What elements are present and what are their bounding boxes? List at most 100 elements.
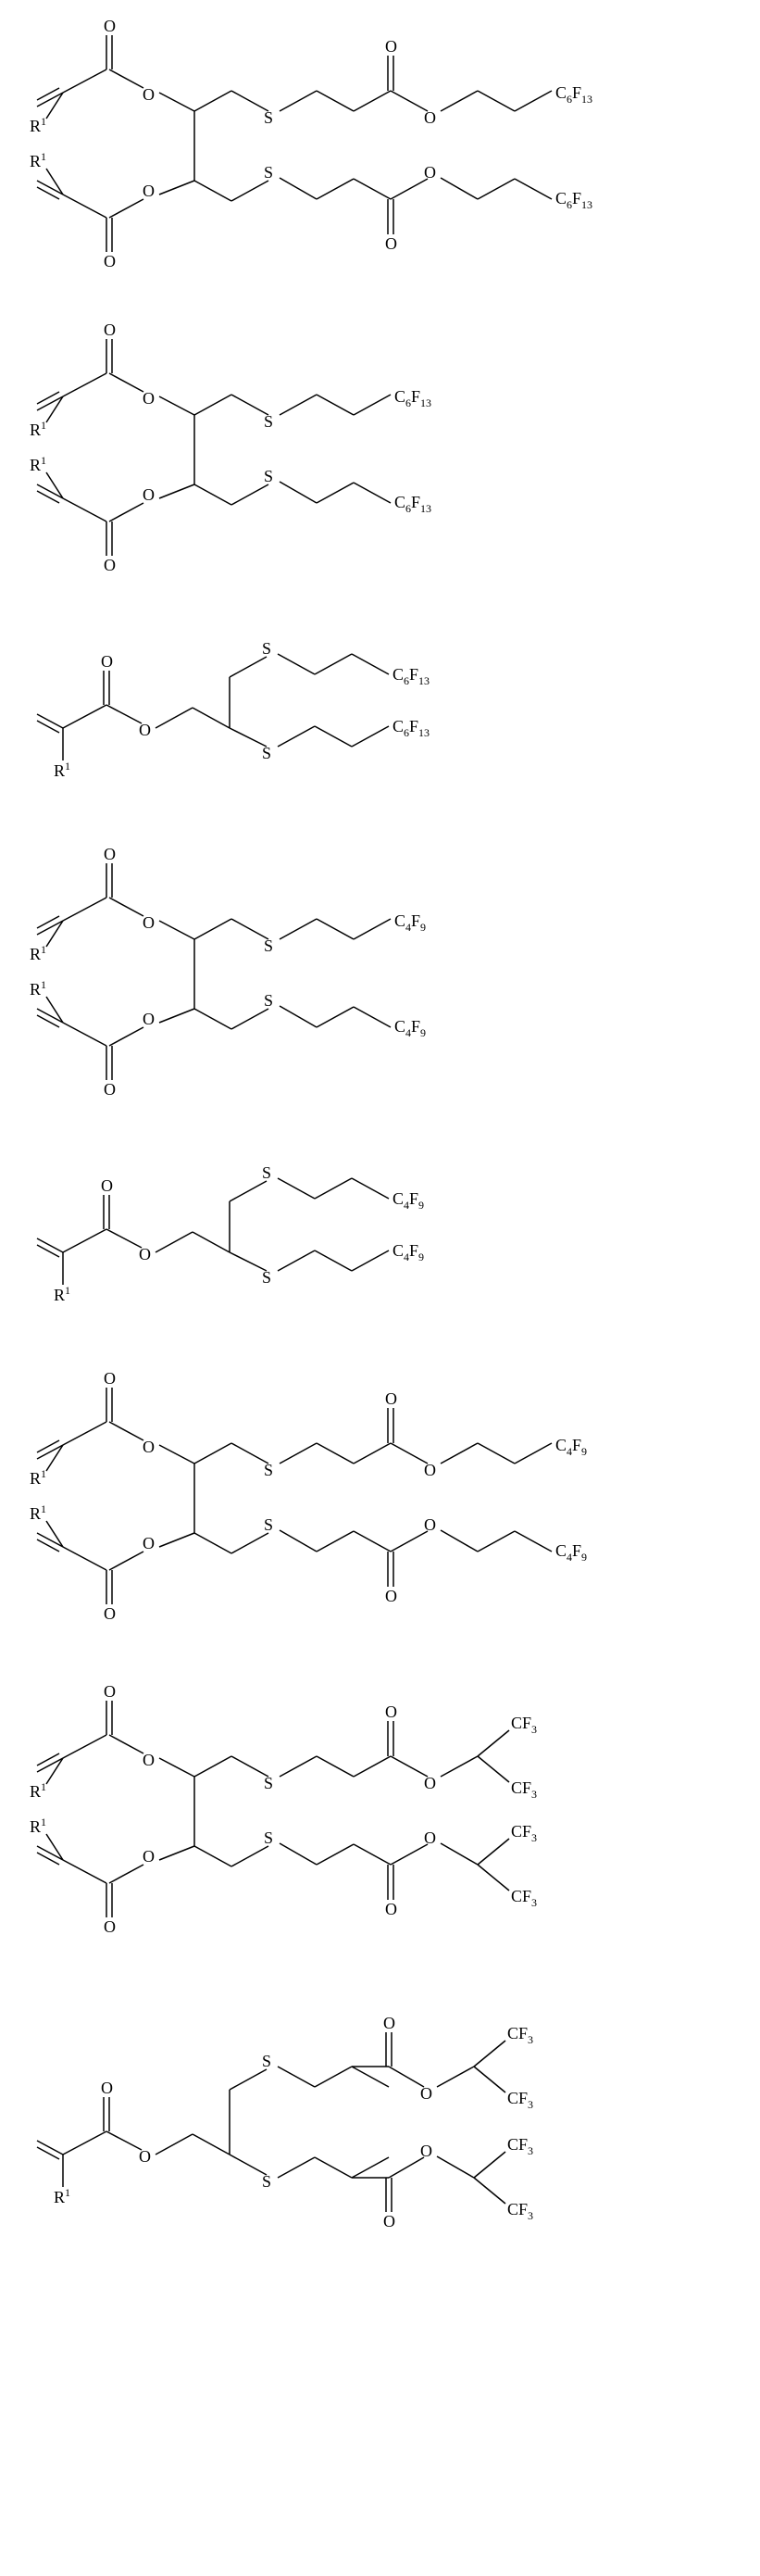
top-acrylate: O O R1 [30,19,194,135]
svg-text:S: S [264,1461,273,1479]
svg-text:O: O [385,1587,397,1605]
svg-text:CF3: CF3 [511,1778,537,1801]
svg-text:S: S [264,991,273,1010]
svg-text:S: S [264,412,273,431]
svg-text:S: S [264,1828,273,1847]
svg-text:C4F9: C4F9 [394,1017,426,1039]
svg-text:O: O [383,2014,395,2032]
svg-text:R1: R1 [54,2186,70,2206]
svg-text:S: S [262,744,271,762]
structure-4-svg: O O R1 S C4F9 O O R1 S C4F9 [19,847,537,1106]
svg-text:R1: R1 [30,454,46,474]
svg-text:O: O [143,1010,155,1028]
r1-label: R1 [30,150,46,170]
atom-O: O [104,252,116,270]
structures-container: O O R1 S O O C6F13 O O R1 S [0,19,760,2238]
structure-5-svg: O O R1 S C4F9 S C4F9 [19,1150,500,1326]
svg-text:O: O [104,1604,116,1623]
svg-text:O: O [139,1245,151,1263]
svg-text:C4F9: C4F9 [555,1541,587,1564]
svg-text:R1: R1 [30,419,46,439]
svg-text:O: O [101,652,113,671]
svg-text:O: O [101,1176,113,1195]
svg-text:C4F9: C4F9 [392,1189,424,1212]
svg-text:R1: R1 [30,1467,46,1488]
structure-7: O O R1 S O O CF3 CF3 O O R1 S O O [19,1675,667,1953]
structure-5: O O R1 S C4F9 S C4F9 [19,1150,500,1326]
svg-text:R1: R1 [30,943,46,963]
svg-text:O: O [143,1751,155,1769]
svg-text:O: O [143,1438,155,1456]
svg-text:S: S [264,936,273,955]
svg-text:O: O [104,847,116,863]
svg-text:S: S [262,1268,271,1287]
svg-text:CF3: CF3 [507,2200,533,2222]
svg-text:O: O [424,1828,436,1847]
svg-text:R1: R1 [54,1284,70,1304]
svg-text:CF3: CF3 [507,2135,533,2157]
svg-text:S: S [264,1774,273,1792]
svg-text:R1: R1 [30,1780,46,1801]
svg-text:S: S [264,467,273,485]
atom-O: O [385,234,397,253]
structure-1: O O R1 S O O C6F13 O O R1 S [19,19,722,278]
structure-3-svg: O O R1 S C6F13 S C6F13 [19,626,500,802]
atom-O: O [424,163,436,182]
atom-O: O [385,37,397,56]
svg-text:C6F13: C6F13 [392,717,430,739]
atom-O: O [104,19,116,35]
svg-text:O: O [424,1461,436,1479]
svg-text:R1: R1 [30,978,46,999]
svg-text:CF3: CF3 [511,1714,537,1736]
structure-3: O O R1 S C6F13 S C6F13 [19,626,500,802]
r1-label: R1 [30,115,46,135]
svg-text:O: O [385,1900,397,1918]
svg-text:S: S [262,2172,271,2191]
bottom-acrylate: O O R1 [30,150,194,270]
svg-text:O: O [143,389,155,408]
svg-text:C4F9: C4F9 [394,911,426,934]
structure-4: O O R1 S C4F9 O O R1 S C4F9 [19,847,537,1106]
svg-text:O: O [143,1847,155,1866]
structure-6-svg: O O R1 S O O C4F9 O O R1 S O O [19,1371,722,1630]
svg-text:O: O [104,1080,116,1099]
svg-text:C6F13: C6F13 [392,665,430,687]
structure-2-svg: O O R1 S C6F13 O O R1 S C6F13 [19,322,537,582]
svg-text:R1: R1 [30,1502,46,1523]
svg-text:S: S [262,2052,271,2070]
structure-2: O O R1 S C6F13 O O R1 S C6F13 [19,322,537,582]
svg-text:CF3: CF3 [511,1822,537,1844]
tail-C6F13: C6F13 [555,189,592,211]
svg-text:S: S [262,1163,271,1182]
svg-text:C4F9: C4F9 [392,1241,424,1263]
svg-text:O: O [104,322,116,339]
svg-text:S: S [262,639,271,658]
tail-C6F13: C6F13 [555,83,592,106]
svg-text:O: O [424,1515,436,1534]
svg-text:O: O [143,485,155,504]
svg-text:C4F9: C4F9 [555,1436,587,1458]
svg-text:O: O [139,721,151,739]
svg-text:O: O [104,1371,116,1388]
svg-text:O: O [420,2084,432,2103]
atom-O: O [424,108,436,127]
svg-text:S: S [264,1515,273,1534]
svg-text:O: O [139,2147,151,2166]
svg-text:O: O [104,1682,116,1701]
svg-text:O: O [104,1917,116,1936]
svg-text:O: O [420,2142,432,2160]
svg-text:CF3: CF3 [507,2024,533,2046]
svg-text:R1: R1 [30,1816,46,1836]
structure-8-svg: O O R1 S O O CF3 CF3 S O O CF3 CF3 [19,1997,667,2238]
svg-text:O: O [101,2079,113,2097]
svg-text:CF3: CF3 [511,1887,537,1909]
svg-text:O: O [143,1534,155,1552]
svg-text:C6F13: C6F13 [394,387,431,409]
atom-O: O [143,85,155,104]
svg-text:O: O [104,556,116,574]
atom-O: O [143,182,155,200]
structure-6: O O R1 S O O C4F9 O O R1 S O O [19,1371,722,1630]
structure-1-svg: O O R1 S O O C6F13 O O R1 S [19,19,722,278]
svg-text:O: O [385,1703,397,1721]
svg-text:O: O [424,1774,436,1792]
